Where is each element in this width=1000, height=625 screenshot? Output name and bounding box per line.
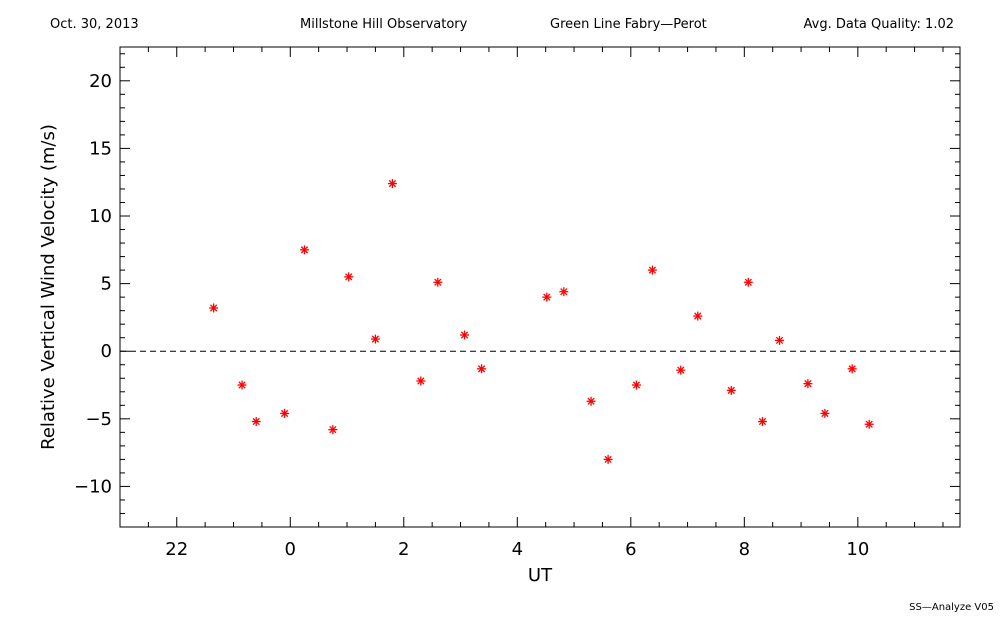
data-point (299, 245, 309, 255)
data-point (344, 272, 354, 282)
x-tick-label: 4 (512, 539, 523, 560)
software-version: SS—Analyze V05 (909, 602, 994, 613)
data-point (460, 330, 470, 340)
data-point (328, 425, 338, 435)
y-axis-label: Relative Vertical Wind Velocity (m/s) (38, 124, 59, 450)
data-point (387, 179, 397, 189)
data-point (693, 311, 703, 321)
data-point (676, 365, 686, 375)
x-axis-label: UT (528, 565, 553, 586)
header-observatory: Millstone Hill Observatory (300, 17, 468, 32)
data-point (542, 292, 552, 302)
data-point (775, 335, 785, 345)
data-point (757, 417, 767, 427)
y-tick-label: −10 (74, 476, 112, 497)
header-data-quality: Avg. Data Quality: 1.02 (803, 17, 954, 32)
data-point (209, 303, 219, 313)
y-tick-label: 15 (89, 138, 112, 159)
data-point (280, 408, 290, 418)
data-point (820, 408, 830, 418)
data-point (847, 364, 857, 374)
data-point (559, 287, 569, 297)
x-tick-label: 10 (846, 539, 869, 560)
data-points (209, 179, 874, 464)
data-point (743, 277, 753, 287)
data-point (586, 396, 596, 406)
data-point (433, 277, 443, 287)
header-instrument: Green Line Fabry—Perot (550, 17, 707, 32)
x-tick-label: 2 (398, 539, 409, 560)
x-tick-label: 6 (625, 539, 636, 560)
x-tick-label: 0 (285, 539, 296, 560)
y-tick-label: 0 (101, 341, 112, 362)
data-point (647, 265, 657, 275)
plot-frame (119, 46, 961, 528)
data-point (631, 380, 641, 390)
x-axis-ticks: 22 0 2 4 6 8 10 (119, 47, 944, 560)
header-date: Oct. 30, 2013 (50, 17, 139, 32)
data-point (416, 376, 426, 386)
data-point (251, 417, 261, 427)
x-tick-label: 22 (165, 539, 188, 560)
data-point (803, 379, 813, 389)
data-point (477, 364, 487, 374)
y-tick-label: 10 (89, 206, 112, 227)
y-tick-label: −5 (85, 409, 112, 430)
x-tick-label: 8 (739, 539, 750, 560)
data-point (603, 454, 613, 464)
data-point (726, 385, 736, 395)
data-point (370, 334, 380, 344)
data-point (864, 419, 874, 429)
y-tick-label: 20 (89, 71, 112, 92)
y-axis-ticks: −10 −5 0 5 10 15 20 (74, 53, 960, 528)
data-point (237, 380, 247, 390)
y-tick-label: 5 (101, 274, 112, 295)
